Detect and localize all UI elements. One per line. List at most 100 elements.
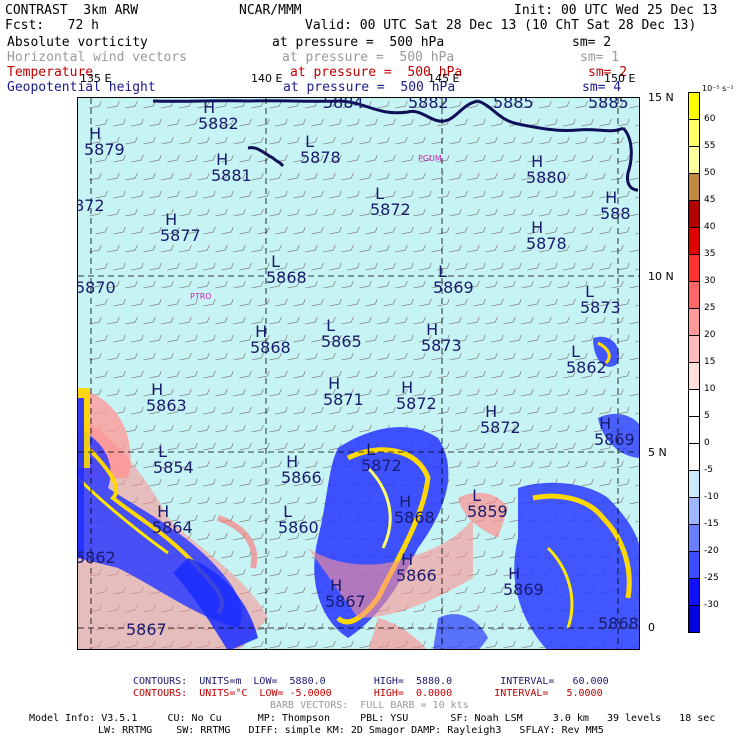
height-center: H 5866 [396, 550, 437, 585]
lat-label-10n: 10 N [648, 270, 674, 283]
height-center: H 5882 [198, 98, 239, 133]
height-center: 5885 [493, 97, 534, 112]
map-canvas [78, 98, 639, 649]
height-center: H 5872 [480, 402, 521, 437]
height-center: H 5868 [250, 322, 291, 357]
field-pressure-wind: at pressure = 500 hPa [282, 50, 455, 65]
height-center: L 5859 [467, 486, 508, 521]
vorticity-map: PGUM PTRO H 5882 H 5879 H 5881 L 5878 588… [77, 97, 640, 650]
height-center: H 5866 [281, 452, 322, 487]
colorbar-swatch [688, 92, 700, 120]
colorbar-tick-label: -30 [704, 600, 719, 610]
height-center: 5867 [126, 620, 167, 639]
colorbar-swatch [688, 470, 700, 498]
colorbar-swatch [688, 524, 700, 552]
colorbar-tick-label: 15 [704, 357, 716, 367]
height-center: H 5879 [84, 124, 125, 159]
height-center: L 5865 [321, 316, 362, 351]
contour-info-temperature: CONTOURS: UNITS=°C LOW= -5.0000 HIGH= 0.… [133, 688, 603, 699]
height-center: H 5868 [394, 492, 435, 527]
height-center: 5868 [598, 614, 639, 633]
colorbar-tick-label: 25 [704, 303, 716, 313]
colorbar-swatch [688, 362, 700, 390]
height-center: L 5869 [433, 262, 474, 297]
height-center: L 5878 [300, 132, 341, 167]
height-center: H 5863 [146, 380, 187, 415]
colorbar-tick-label: -10 [704, 492, 719, 502]
contour-info-height: CONTOURS: UNITS=m LOW= 5880.0 HIGH= 5880… [133, 676, 609, 687]
height-center: 5882 [408, 97, 449, 112]
colorbar-swatch [688, 497, 700, 525]
wind-barbs [89, 100, 639, 649]
height-center: 5870 [77, 278, 116, 297]
center-name: NCAR/MMM [239, 3, 302, 18]
height-center: 5884 [323, 97, 364, 112]
city-label-ptro: PTRO [190, 292, 212, 301]
height-center: L 5854 [153, 442, 194, 477]
field-smooth-temperature: sm= 2 [588, 65, 628, 80]
colorbar-swatch [688, 227, 700, 255]
model-info-line2: LW: RRTMG SW: RRTMG DIFF: simple KM: 2D … [98, 725, 604, 736]
field-smooth-wind: sm= 1 [580, 50, 620, 65]
colorbar-swatch [688, 605, 700, 633]
city-label-pgum: PGUM [418, 154, 442, 163]
colorbar-tick-label: -15 [704, 519, 719, 529]
height-center: L 5862 [566, 342, 607, 377]
colorbar-unit: 10⁻⁵ s⁻¹ [702, 84, 734, 93]
field-name-height: Geopotential height [7, 80, 156, 95]
colorbar-tick-label: 40 [704, 222, 716, 232]
model-info-line1: Model Info: V3.5.1 CU: No Cu MP: Thompso… [29, 713, 716, 724]
height-center: 5885 [588, 97, 629, 112]
colorbar-swatch [688, 173, 700, 201]
colorbar-swatch [688, 551, 700, 579]
lon-label-145: 145 E [428, 72, 460, 85]
colorbar-swatch [688, 389, 700, 417]
height-center: H 5878 [526, 218, 567, 253]
colorbar-swatch [688, 416, 700, 444]
lon-label-150: 150 E [604, 72, 636, 85]
init-time: Init: 00 UTC Wed 25 Dec 13 [514, 3, 718, 18]
lat-label-0: 0 [648, 621, 655, 634]
height-center: H 5881 [211, 150, 252, 185]
height-center: L 5868 [266, 252, 307, 287]
colorbar-tick-label: -25 [704, 573, 719, 583]
lon-label-140: 140 E [251, 72, 283, 85]
height-center: H 5869 [503, 564, 544, 599]
colorbar-tick-label: 60 [704, 114, 716, 124]
colorbar-tick-label: 50 [704, 168, 716, 178]
vorticity-patches [78, 336, 639, 649]
field-smooth-vorticity: sm= 2 [572, 35, 612, 50]
field-smooth-height: sm= 4 [582, 80, 622, 95]
field-pressure-height: at pressure = 500 hPa [283, 80, 456, 95]
colorbar-swatch [688, 443, 700, 471]
colorbar-tick-label: 35 [704, 249, 716, 259]
colorbar-tick-label: 20 [704, 330, 716, 340]
height-center: H 5869 [594, 414, 635, 449]
height-center: H 5873 [421, 320, 462, 355]
height-center: H 5880 [526, 152, 567, 187]
colorbar-tick-label: 30 [704, 276, 716, 286]
height-center: 5862 [77, 548, 116, 567]
colorbar-tick-label: -20 [704, 546, 719, 556]
colorbar-tick-label: 55 [704, 141, 716, 151]
colorbar-tick-label: -5 [704, 465, 713, 475]
lon-label-135: 135 E [80, 72, 112, 85]
field-pressure-vorticity: at pressure = 500 hPa [272, 35, 445, 50]
colorbar-swatch [688, 146, 700, 174]
colorbar-swatch [688, 254, 700, 282]
valid-time: Valid: 00 UTC Sat 28 Dec 13 (10 ChT Sat … [305, 18, 697, 33]
height-center: H 5867 [325, 576, 366, 611]
colorbar-swatch [688, 578, 700, 606]
lat-label-15n: 15 N [648, 91, 674, 104]
colorbar-tick-label: 45 [704, 195, 716, 205]
colorbar-swatch [688, 281, 700, 309]
barb-info: BARB VECTORS: FULL BARB = 10 kts [270, 700, 469, 711]
height-center: L 5873 [580, 282, 621, 317]
colorbar-tick-label: 10 [704, 384, 716, 394]
colorbar-tick-label: 5 [704, 411, 710, 421]
height-center: L 5872 [361, 440, 402, 475]
height-center: H 588 [600, 188, 631, 223]
colorbar-swatch [688, 308, 700, 336]
colorbar-swatch [688, 119, 700, 147]
height-center: H 5864 [152, 502, 193, 537]
